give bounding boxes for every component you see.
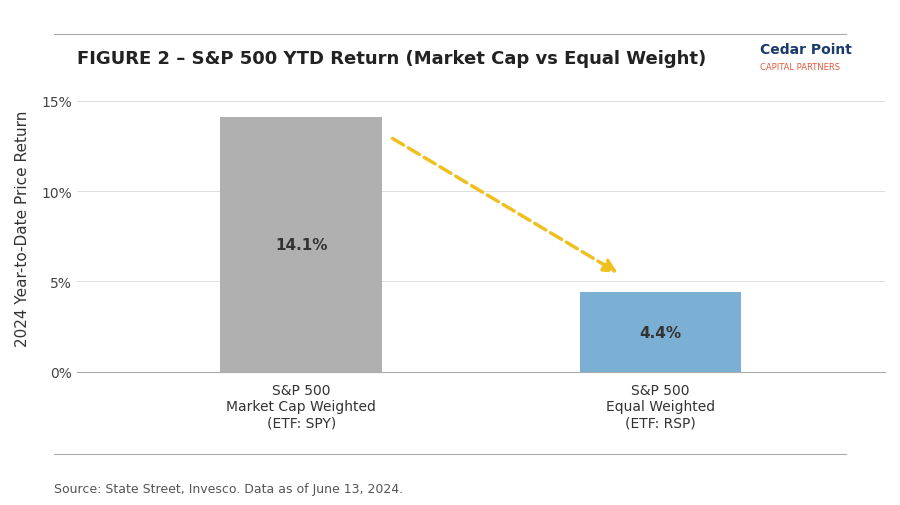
Text: 4.4%: 4.4%	[639, 325, 681, 340]
Bar	[220, 118, 382, 372]
Text: FIGURE 2 – S&P 500 YTD Return (Market Cap vs Equal Weight): FIGURE 2 – S&P 500 YTD Return (Market Ca…	[76, 50, 706, 68]
Text: Cedar Point: Cedar Point	[760, 43, 852, 57]
Y-axis label: 2024 Year-to-Date Price Return: 2024 Year-to-Date Price Return	[15, 110, 30, 346]
Text: Source: State Street, Invesco. Data as of June 13, 2024.: Source: State Street, Invesco. Data as o…	[54, 482, 403, 495]
Text: CAPITAL PARTNERS: CAPITAL PARTNERS	[760, 63, 841, 72]
Bar	[580, 293, 742, 372]
Text: 14.1%: 14.1%	[275, 237, 328, 252]
